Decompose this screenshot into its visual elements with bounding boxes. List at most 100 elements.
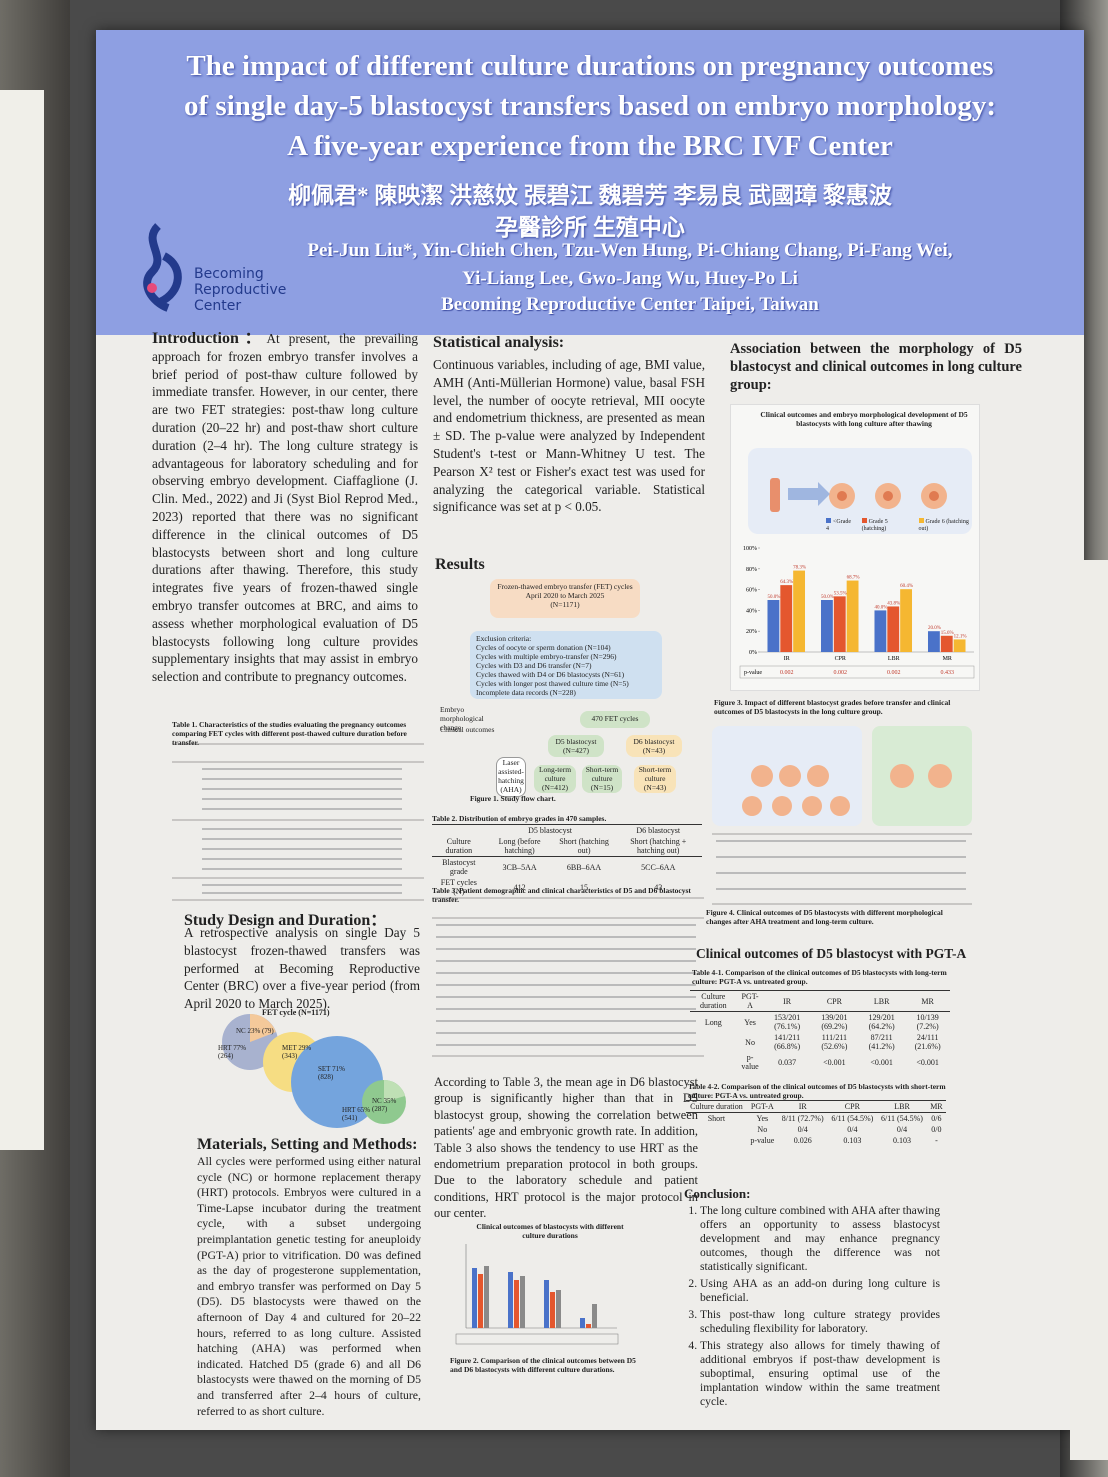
flow-node: D6 blastocyst (N=43): [626, 735, 682, 757]
table-header: Short (hatching + hatching out): [630, 837, 687, 855]
section-heading: Introduction：: [152, 330, 267, 347]
table-cell: 0.103: [843, 1136, 862, 1145]
node-text: April 2020 to March 2025: [525, 591, 605, 600]
node-text: (N=1171): [550, 600, 580, 609]
table-cell: 15: [580, 882, 589, 892]
table-cell: 10/139 (7.2%): [905, 1011, 950, 1032]
data-label: 40.0%: [874, 605, 887, 610]
paragraph: A retrospective analysis on single Day 5…: [184, 925, 420, 1012]
chart-label: MET 29% (343): [282, 1044, 312, 1060]
table-cell: Yes: [736, 1011, 764, 1032]
table1-grid: [172, 743, 424, 901]
table-cell: [432, 824, 486, 836]
table-cell: 111/211 (52.6%): [821, 1033, 848, 1051]
table-cell: 0/6: [926, 1112, 946, 1124]
table-header: Short (hatching out): [559, 837, 609, 855]
data-label: 68.7%: [847, 576, 860, 581]
table-cell: No: [745, 1037, 755, 1047]
legend-item: Grade 6 (hatching out): [918, 518, 976, 533]
section-heading: Conclusion:: [684, 1186, 751, 1201]
table-cell: [690, 1032, 737, 1052]
flow-node: Laser assisted-hatching (AHA): [496, 757, 526, 797]
p-value-row: [739, 665, 975, 679]
table-row: Culture duration PGT-A IR CPR LBR MR: [686, 1100, 946, 1113]
table-caption: Table 1. Characteristics of the studies …: [172, 720, 407, 747]
logo-text: Becoming: [194, 266, 264, 282]
table-caption: Table 3. Patient demographic and clinica…: [432, 886, 691, 904]
flow-chart: Frozen-thawed embryo transfer (FET) cycl…: [440, 575, 710, 805]
table-caption: Table 4-1. Comparison of the clinical ou…: [692, 968, 947, 986]
logo-text: Center: [194, 298, 242, 314]
legend-item: <Grade 4: [826, 518, 854, 533]
table-cell: 87/211 (41.2%): [868, 1033, 895, 1051]
table4-2: Culture duration PGT-A IR CPR LBR MR Short Yes 8…: [686, 1100, 946, 1146]
conclusion-item: Using AHA as an add-on during long cultu…: [700, 1277, 940, 1305]
table-cell: 5CC–6AA: [614, 856, 702, 877]
chart-label: SET 71% (828): [318, 1065, 345, 1081]
y-tick-label: 100%: [743, 546, 757, 552]
flow-node: D5 blastocyst (N=427): [548, 735, 604, 757]
table-cell: 141/211 (66.8%): [774, 1033, 801, 1051]
table-row: No 141/211 (66.8%) 111/211 (52.6%) 87/211 (…: [690, 1032, 950, 1052]
p-value: 0.002: [887, 670, 901, 676]
data-label: 43.8%: [887, 601, 900, 606]
table-cell: 6/11 (54.5%): [827, 1112, 878, 1124]
bar: [846, 580, 859, 652]
table-cell: 0/4: [797, 1125, 808, 1134]
y-tick-label: 60%: [746, 588, 757, 594]
node-text: Frozen-thawed embryo transfer (FET) cycl…: [497, 582, 633, 591]
table-caption: Table 4-2. Comparison of the clinical ou…: [688, 1082, 946, 1100]
legend-swatch: [861, 518, 867, 523]
table-row: Short Yes 8/11 (72.7%) 6/11 (54.5%) 6/11 (54…: [686, 1112, 946, 1124]
legend-swatch: [826, 518, 831, 523]
table-cell: 0/4: [896, 1125, 908, 1134]
figure-caption: Figure 4. Clinical outcomes of D5 blasto…: [706, 908, 943, 926]
conclusion-item: This strategy also allows for timely tha…: [700, 1339, 940, 1409]
flow-node: Frozen-thawed embryo transfer (FET) cycl…: [490, 579, 640, 618]
table-row: D5 blastocyst D6 blastocyst: [432, 824, 702, 836]
flow-node: Short-term culture (N=15): [582, 765, 622, 793]
bar: [833, 596, 846, 652]
table-cell: 0.037: [778, 1057, 797, 1067]
table-header: Culture duration: [686, 1100, 747, 1113]
table-cell: [686, 1135, 747, 1146]
embryo-illustration: [748, 448, 972, 534]
p-value: 0.433: [941, 670, 955, 676]
data-label: 15.6%: [941, 631, 954, 636]
wall: [0, 0, 70, 1477]
node-text: Cycles with D3 and D6 transfer (N=7): [476, 661, 592, 670]
flow-node: Exclusion criteria: Cycles of oocyte or s…: [470, 631, 662, 699]
node-text: Cycles with multiple embryo-transfer (N=…: [476, 652, 617, 661]
table-header: CPR: [827, 1100, 878, 1113]
table-cell: 6/11 (54.5%): [877, 1112, 927, 1124]
table-cell: <0.001: [823, 1057, 846, 1067]
y-tick-label: 80%: [746, 567, 757, 573]
table-header: Culture duration: [690, 990, 737, 1012]
table-header: MR: [905, 990, 950, 1012]
table-cell: 3CB–5AA: [485, 856, 554, 877]
table-header: Long (before hatching): [498, 837, 541, 855]
table-cell: 6BB–6AA: [553, 856, 615, 877]
legend-label: <Grade 4: [826, 519, 852, 532]
table-row: p-value 0.037 <0.001 <0.001 <0.001: [690, 1052, 950, 1072]
section-heading: Materials, Setting and Methods:: [197, 1136, 418, 1153]
chart-label: HRT 65% (541): [342, 1106, 371, 1122]
x-tick-label: CPR: [835, 656, 846, 662]
flow-node: 470 FET cycles: [580, 711, 650, 728]
table2: D5 blastocyst D6 blastocyst Culture durati…: [432, 824, 702, 897]
node-text: Exclusion criteria:: [476, 634, 532, 643]
bar: [927, 631, 940, 652]
table-cell: [686, 1124, 747, 1135]
node-text: Cycles thawed with D4 or D6 blastocysts …: [476, 670, 625, 679]
y-tick-label: 40%: [746, 608, 757, 614]
bar: [953, 639, 966, 652]
data-label: 64.3%: [780, 580, 793, 585]
table-row: Long Yes 153/201 (76.1%) 139/201 (69.2%) 129…: [690, 1011, 950, 1032]
logo-mark: [143, 223, 182, 312]
table-cell: Short: [686, 1112, 747, 1124]
y-tick-label: 0%: [749, 650, 757, 656]
chart-title: Clinical outcomes of blastocysts with di…: [476, 1222, 624, 1240]
table4-1: Culture duration PGT-A IR CPR LBR MR Long Yes 15…: [690, 990, 950, 1072]
table-row: No 0/4 0/4 0/4 0/0: [686, 1124, 946, 1135]
table-cell: 0/4: [847, 1125, 858, 1134]
